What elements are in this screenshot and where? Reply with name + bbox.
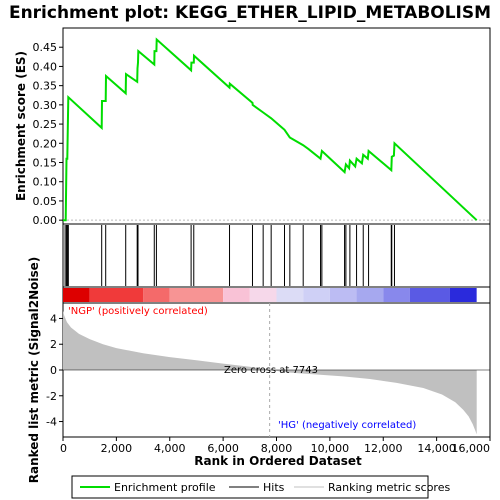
metric-y-tick-label: -4: [46, 416, 57, 429]
colorbar-segment: [329, 288, 357, 302]
hits-layer: [64, 225, 395, 286]
es-y-tick-label: 0.45: [33, 41, 58, 54]
colorbar-segment: [89, 288, 144, 302]
es-layer: 0.00 0.05 0.10 0.15 0.20 0.25 0.30 0.35 0.40 0.45: [33, 37, 490, 227]
enrichment-profile-line: [63, 37, 478, 222]
colorbar-segment: [276, 288, 304, 302]
metric-y-tick-label: 0: [50, 364, 57, 377]
positive-correlation-label: 'NGP' (positively correlated): [68, 306, 208, 317]
colorbar-layer: [63, 288, 477, 302]
chart-title: Enrichment plot: KEGG_ETHER_LIPID_METABO…: [9, 3, 491, 23]
es-y-tick-label: 0.00: [33, 214, 58, 227]
legend-label-hits: Hits: [263, 481, 285, 494]
colorbar-segment: [249, 288, 277, 302]
x-tick-label: 8,000: [261, 442, 293, 455]
metric-layer: -4 -2 0 2 4 0 2,000 4,000 6,000 8,000 10,000 12,000…: [46, 303, 491, 455]
x-tick-label: 2,000: [101, 442, 133, 455]
colorbar-segment: [383, 288, 410, 302]
x-tick-label: 0: [60, 442, 67, 455]
es-axis-title: Enrichment score (ES): [14, 51, 28, 201]
es-y-tick-label: 0.40: [33, 60, 58, 73]
colorbar-segment: [169, 288, 224, 302]
colorbar-segment: [143, 288, 170, 302]
x-tick-label: 4,000: [154, 442, 186, 455]
ranking-metric-area: [63, 310, 477, 435]
metric-y-tick-label: 2: [50, 338, 57, 351]
colorbar-segment: [303, 288, 330, 302]
es-y-tick-label: 0.25: [33, 118, 58, 131]
es-y-tick-label: 0.05: [33, 195, 58, 208]
negative-correlation-label: 'HG' (negatively correlated): [278, 420, 416, 431]
es-y-tick-label: 0.35: [33, 80, 58, 93]
colorbar-segment: [356, 288, 384, 302]
es-y-tick-label: 0.15: [33, 157, 58, 170]
es-y-tick-label: 0.20: [33, 137, 58, 150]
legend-label-ranking: Ranking metric scores: [328, 481, 450, 494]
metric-axis-title: Ranked list metric (Signal2Noise): [27, 257, 41, 484]
es-panel-frame: [62, 27, 491, 225]
es-y-tick-label: 0.10: [33, 176, 58, 189]
metric-y-tick-label: -2: [46, 390, 57, 403]
colorbar-segment: [409, 288, 450, 302]
colorbar-segment: [449, 288, 477, 302]
x-tick-label: 16,000: [452, 442, 491, 455]
x-tick-label: 6,000: [207, 442, 239, 455]
x-tick-label: 14,000: [417, 442, 456, 455]
x-axis-title: Rank in Ordered Dataset: [194, 454, 362, 468]
colorbar-segment: [223, 288, 250, 302]
legend-label-enrichment: Enrichment profile: [114, 481, 216, 494]
hits-panel-frame: [62, 223, 491, 288]
x-tick-label: 12,000: [364, 442, 403, 455]
x-tick-label: 10,000: [311, 442, 350, 455]
es-y-tick-label: 0.30: [33, 99, 58, 112]
colorbar-segment: [63, 288, 90, 302]
metric-y-tick-label: 4: [50, 312, 57, 325]
zero-cross-label: Zero cross at 7743: [224, 365, 318, 376]
